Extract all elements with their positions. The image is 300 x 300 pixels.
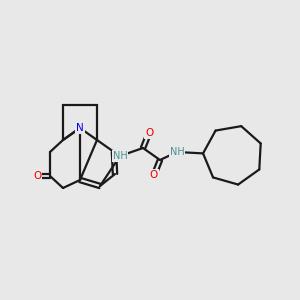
Text: O: O	[150, 170, 158, 180]
Text: NH: NH	[169, 147, 184, 157]
Text: O: O	[33, 171, 41, 181]
Text: O: O	[145, 128, 153, 138]
Text: N: N	[76, 123, 84, 133]
Text: NH: NH	[112, 151, 128, 161]
